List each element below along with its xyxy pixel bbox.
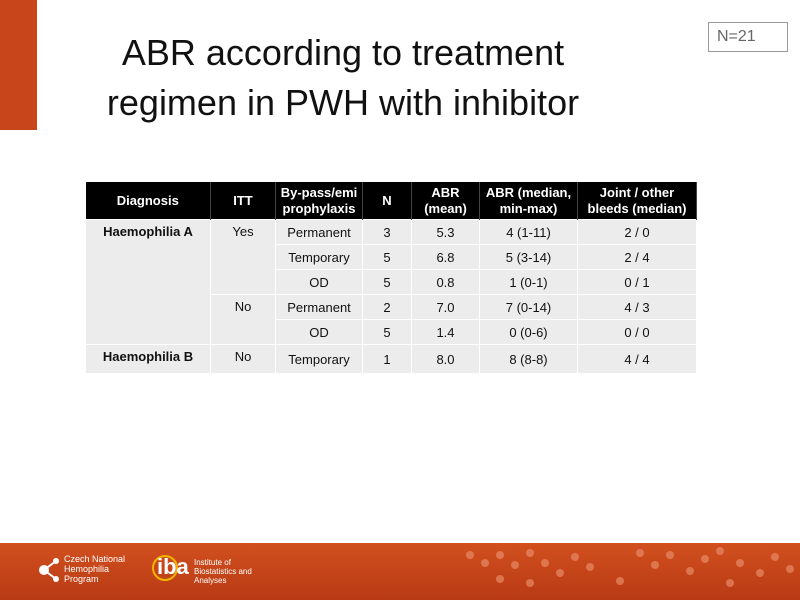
table-cell: 0 / 1 <box>577 269 697 295</box>
table-cell: 5 <box>362 244 412 270</box>
footer-logo-text: Czech National Hemophilia Program <box>64 554 126 584</box>
footer-graphics <box>39 547 794 587</box>
title-line: ABR according to treatment <box>121 32 565 73</box>
table-cell: 1 (0-1) <box>479 269 578 295</box>
table-row: OD 5 1.4 0 (0-6) 0 / 0 <box>86 319 697 345</box>
footer-logo: iba <box>157 554 189 579</box>
header-cell: Joint / other bleeds (median) <box>577 182 697 220</box>
table-cell: Permanent <box>275 219 363 245</box>
table-row: No Permanent 2 7.0 7 (0-14) 4 / 3 <box>86 294 697 345</box>
table-cell: 8 (8-8) <box>479 344 578 374</box>
table-cell: Temporary <box>275 344 363 374</box>
header-cell: By-pass/emi prophylaxis <box>275 182 363 220</box>
table-cell: 0 (0-6) <box>479 319 578 345</box>
header-cell: ABR (median, min-max) <box>479 182 578 220</box>
table-cell: 4 / 3 <box>577 294 697 320</box>
title-line: regimen in PWH with inhibitor <box>106 82 580 123</box>
table-row: Haemophilia B No Temporary 1 8.0 8 (8-8) 4 / 4 <box>85 344 697 374</box>
diagnosis-cell: Haemophilia B <box>85 344 211 374</box>
diagnosis-cell: Haemophilia A <box>85 219 211 345</box>
table-cell: 5 (3-14) <box>479 244 578 270</box>
table-row: OD 5 0.8 1 (0-1) 0 / 1 <box>86 269 697 295</box>
table-cell: 5 <box>362 269 412 295</box>
footer: Czech National Hemophilia Program iba In… <box>0 543 800 600</box>
header-cell: ABR (mean) <box>411 182 480 220</box>
table-cell: 1 <box>362 344 412 374</box>
header-cell: ITT <box>210 182 276 220</box>
table-cell: OD <box>275 269 363 295</box>
header-cell: Diagnosis <box>85 182 211 220</box>
slide-title: ABR according to treatment regimen in PW… <box>60 28 626 128</box>
itt-cell: No <box>210 294 276 345</box>
accent-bar <box>0 0 37 130</box>
footer-logo-text: Institute of Biostatistics and Analyses <box>194 558 252 585</box>
table-cell: 0.8 <box>411 269 480 295</box>
itt-cell: No <box>210 344 276 374</box>
table-cell: 5.3 <box>411 219 480 245</box>
table-cell: 5 <box>362 319 412 345</box>
header-row: Diagnosis ITT By-pass/emi prophylaxis N ABR … <box>85 182 697 220</box>
table-row: Haemophilia A Yes Permanent 3 5.3 4 (1-11) 2 /… <box>85 219 697 345</box>
data-table: Diagnosis ITT By-pass/emi prophylaxis N ABR … <box>85 182 697 374</box>
table-row: Temporary 5 6.8 5 (3-14) 2 / 4 <box>86 244 697 270</box>
table-cell: 3 <box>362 219 412 245</box>
table-cell: 7.0 <box>411 294 480 320</box>
table-cell: 4 / 4 <box>577 344 697 374</box>
table-cell: 2 / 0 <box>577 219 697 245</box>
table-cell: 2 / 4 <box>577 244 697 270</box>
table-cell: OD <box>275 319 363 345</box>
table-cell: Temporary <box>275 244 363 270</box>
table-cell: Permanent <box>275 294 363 320</box>
table-cell: 7 (0-14) <box>479 294 578 320</box>
itt-cell: Yes <box>210 219 276 295</box>
badge: N=21 <box>708 22 788 52</box>
table-cell: 1.4 <box>411 319 480 345</box>
table-cell: 4 (1-11) <box>479 219 578 245</box>
table-cell: 8.0 <box>411 344 480 374</box>
table-cell: 6.8 <box>411 244 480 270</box>
header-cell: N <box>362 182 412 220</box>
table-cell: 2 <box>362 294 412 320</box>
table-cell: 0 / 0 <box>577 319 697 345</box>
